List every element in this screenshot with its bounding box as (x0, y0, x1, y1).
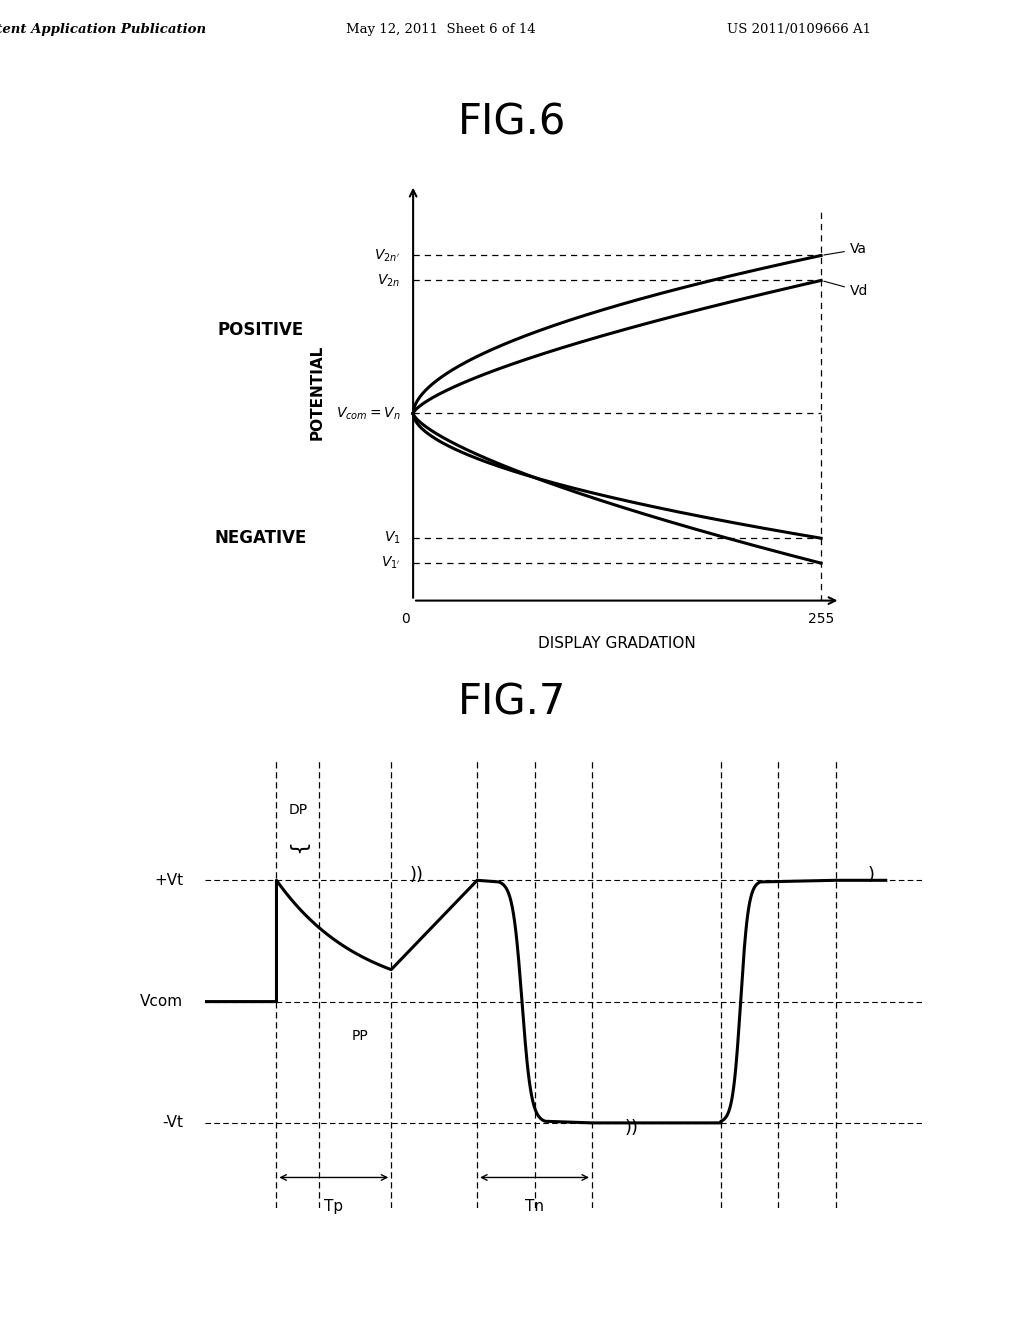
Text: POSITIVE: POSITIVE (218, 321, 304, 339)
Text: FIG.6: FIG.6 (458, 102, 566, 143)
Text: DP: DP (289, 804, 307, 817)
Text: Vcom: Vcom (140, 994, 183, 1008)
Text: +Vt: +Vt (155, 873, 183, 888)
Text: )): )) (625, 1119, 638, 1137)
Text: 255: 255 (808, 612, 835, 626)
Text: US 2011/0109666 A1: US 2011/0109666 A1 (727, 22, 870, 36)
Text: ): ) (868, 866, 874, 884)
Text: )): )) (410, 866, 423, 884)
Text: $\mathit{V}_{1^{\prime}}$: $\mathit{V}_{1^{\prime}}$ (381, 554, 400, 572)
Text: Tn: Tn (525, 1200, 544, 1214)
Text: POTENTIAL: POTENTIAL (309, 345, 325, 441)
Text: $\mathit{V}_{2n^{\prime}}$: $\mathit{V}_{2n^{\prime}}$ (374, 247, 400, 264)
Text: DISPLAY GRADATION: DISPLAY GRADATION (539, 636, 696, 651)
Text: Va: Va (824, 243, 867, 256)
Text: Vd: Vd (823, 281, 868, 298)
Text: May 12, 2011  Sheet 6 of 14: May 12, 2011 Sheet 6 of 14 (345, 22, 536, 36)
Text: FIG.7: FIG.7 (458, 682, 566, 723)
Text: 0: 0 (401, 612, 410, 626)
Text: -Vt: -Vt (162, 1115, 183, 1130)
Text: PP: PP (352, 1028, 369, 1043)
Text: NEGATIVE: NEGATIVE (215, 529, 307, 548)
Text: $\mathit{V}_{com}{=}\mathit{V}_{n}$: $\mathit{V}_{com}{=}\mathit{V}_{n}$ (336, 405, 400, 421)
Text: $\mathit{V}_{2n}$: $\mathit{V}_{2n}$ (377, 272, 400, 289)
Text: Tp: Tp (325, 1200, 343, 1214)
Text: $\mathit{V}_{1}$: $\mathit{V}_{1}$ (384, 531, 400, 546)
Text: {: { (288, 840, 308, 854)
Text: Patent Application Publication: Patent Application Publication (0, 22, 206, 36)
